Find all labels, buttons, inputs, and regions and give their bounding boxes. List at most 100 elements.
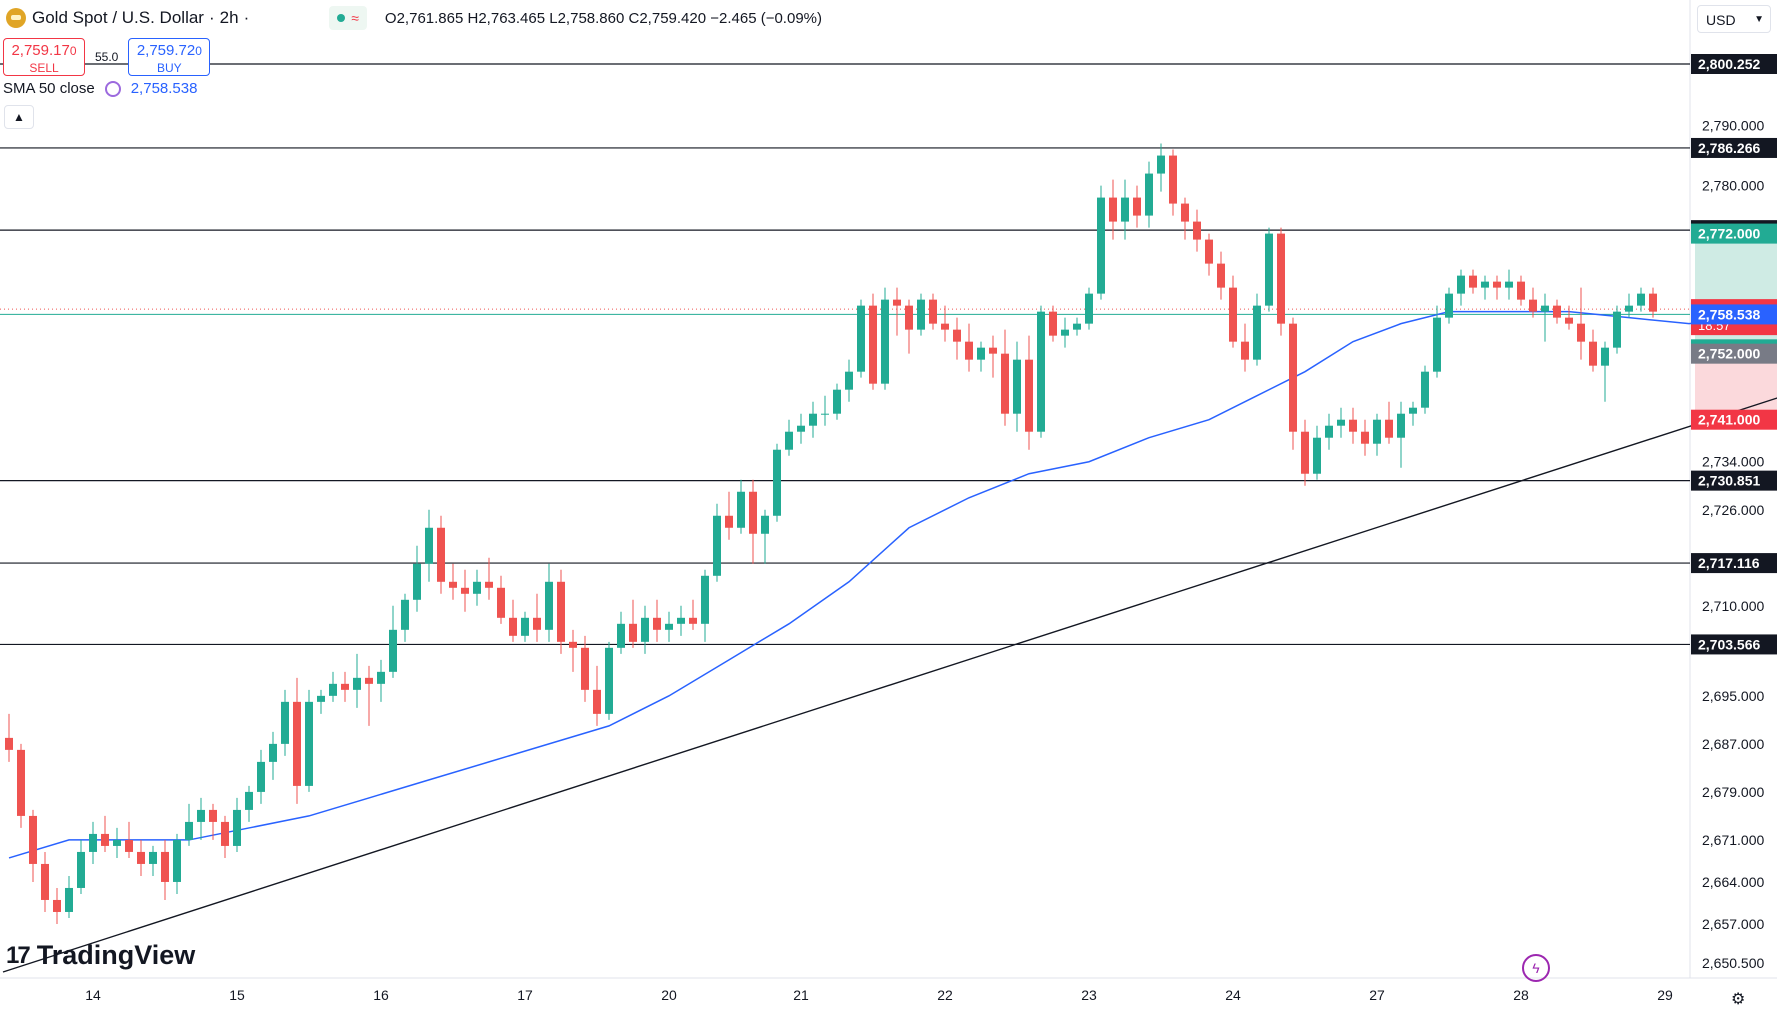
candle-body-50 [605,647,613,714]
candle-body-67 [809,413,817,426]
candle-body-22 [269,743,277,762]
price-label-bg-1 [1691,137,1777,158]
buy-button[interactable]: 2,759.720 BUY [128,38,211,76]
candle-body-45 [545,581,553,630]
candle-body-33 [401,599,409,630]
candle-body-26 [317,695,325,702]
candle-body-115 [1385,419,1393,438]
price-axis-bg [1690,0,1777,1009]
change-value: −2.465 (−0.09%) [710,9,822,27]
candle-body-95 [1145,173,1153,216]
candle-body-120 [1445,293,1453,318]
candle-body-39 [473,581,481,594]
candle-body-4 [53,899,61,912]
candle-body-17 [209,809,217,822]
candle-body-59 [713,515,721,576]
candle-body-137 [1649,293,1657,312]
y-tick-label-19: 2,780.000 [1702,178,1764,194]
price-label-1: 2,786.266 [1698,140,1760,156]
candle-body-82 [989,347,997,354]
candle-body-13 [161,851,169,882]
candle-body-86 [1037,311,1045,432]
candle-body-135 [1625,305,1633,312]
price-label-9: 2,730.851 [1698,473,1760,489]
candle-body-113 [1361,431,1369,444]
x-tick-label-9: 27 [1369,987,1385,1003]
close-value: 2,759.420 [639,9,707,27]
candle-body-83 [1001,353,1009,414]
candle-body-36 [437,527,445,582]
candle-body-116 [1397,413,1405,438]
buy-price: 2,759.72 [136,42,196,59]
sell-button[interactable]: 2,759.170 SELL [3,38,85,76]
indicator-label: SMA 50 close [3,80,95,97]
candle-body-51 [617,623,625,648]
x-tick-label-0: 14 [85,987,101,1003]
candle-body-38 [461,587,469,594]
x-tick-label-4: 20 [661,987,677,1003]
candle-body-79 [953,329,961,342]
candle-body-76 [917,299,925,330]
candle-body-58 [701,575,709,624]
y-tick-label-1: 2,657.000 [1702,916,1764,932]
timeframe-label[interactable]: 2h [219,8,239,27]
price-label-0: 2,800.252 [1698,56,1760,72]
indicator-legend[interactable]: SMA 50 close 2,758.538 [3,80,197,97]
tradingview-logo[interactable]: 17 TradingView [6,940,195,971]
candle-body-69 [833,389,841,414]
candle-body-41 [497,587,505,618]
candle-body-55 [665,623,673,630]
candle-body-8 [101,833,109,846]
candle-body-10 [125,839,133,852]
indicator-settings-icon[interactable] [104,80,121,97]
ohlc-readout: O2,761.865 H2,763.465 L2,758.860 C2,759.… [385,10,822,27]
candle-body-14 [173,839,181,882]
candle-body-99 [1193,221,1201,240]
candle-body-97 [1169,155,1177,204]
candle-body-15 [185,821,193,840]
x-tick-label-6: 22 [937,987,953,1003]
candle-body-107 [1289,323,1297,432]
candle-body-131 [1577,323,1585,342]
candle-body-129 [1553,305,1561,318]
x-tick-label-10: 28 [1513,987,1529,1003]
price-label-bg-11 [1691,634,1777,655]
buy-label: BUY [157,61,182,75]
buy-price-pip: 0 [195,44,202,58]
candle-body-60 [725,515,733,528]
candle-body-118 [1421,371,1429,408]
symbol-title[interactable]: Gold Spot / U.S. Dollar [32,8,204,27]
candle-body-93 [1121,197,1129,222]
low-label: L [549,9,558,27]
sell-price: 2,759.17 [11,42,70,59]
candle-body-25 [305,701,313,786]
collapse-legend-button[interactable]: ▲ [4,105,34,129]
candle-body-63 [761,515,769,534]
candle-body-85 [1025,359,1033,432]
candle-body-11 [137,851,145,864]
sell-price-pip: 0 [69,44,77,58]
candle-body-128 [1541,305,1549,312]
candle-body-2 [29,815,37,864]
price-label-5: 2,758.538 [1698,306,1760,322]
candle-body-133 [1601,347,1609,366]
candle-body-100 [1205,239,1213,264]
candle-body-103 [1241,341,1249,360]
x-tick-label-8: 24 [1225,987,1241,1003]
candle-body-114 [1373,419,1381,444]
candle-body-54 [653,617,661,630]
y-tick-label-6: 2,695.000 [1702,688,1764,704]
settings-gear-icon[interactable]: ⚙ [1731,991,1746,1008]
separator-dot: · [243,8,250,27]
price-label-bg-7 [1691,343,1777,364]
candle-body-89 [1073,323,1081,330]
candle-body-110 [1325,425,1333,438]
candle-body-70 [845,371,853,390]
price-label-bg-0 [1691,54,1777,74]
lightning-icon[interactable]: ϟ [1522,954,1550,982]
candle-body-73 [881,299,889,384]
currency-select[interactable]: USD ▼ [1697,5,1771,33]
market-status-pill[interactable]: ≈ [329,6,367,30]
candle-body-90 [1085,293,1093,324]
